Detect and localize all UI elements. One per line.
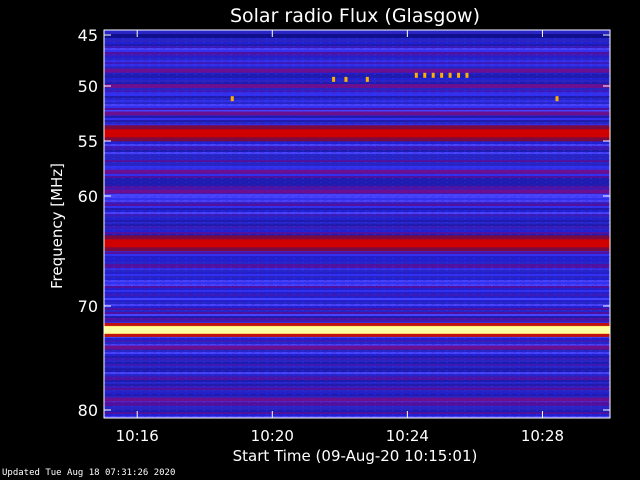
radio-spike <box>440 72 444 78</box>
updated-timestamp: Updated Tue Aug 18 07:31:26 2020 <box>2 468 176 478</box>
frequency-band <box>104 111 610 116</box>
frequency-band <box>104 239 610 248</box>
x-tick-label: 10:20 <box>251 427 294 445</box>
frequency-band <box>104 326 610 334</box>
frequency-band <box>104 397 610 402</box>
x-tick-label: 10:24 <box>386 427 429 445</box>
y-axis-label: Frequency [MHz] <box>48 163 66 289</box>
frequency-band <box>104 189 610 194</box>
frequency-band <box>104 68 610 73</box>
radio-spike <box>457 72 461 78</box>
noise-overlay <box>104 30 610 418</box>
y-axis: 45 50 55 60 70 80 <box>78 26 610 420</box>
y-tick-label: 55 <box>78 132 98 151</box>
x-axis-label: Start Time (09-Aug-20 10:15:01) <box>233 447 478 465</box>
x-axis: 10:16 10:20 10:24 10:28 <box>116 30 564 445</box>
x-tick-label: 10:28 <box>521 427 564 445</box>
heatmap-area <box>104 30 610 418</box>
chart-title: Solar radio Flux (Glasgow) <box>230 5 480 27</box>
radio-spike <box>230 96 234 102</box>
x-tick-label: 10:16 <box>116 427 159 445</box>
y-tick-label: 60 <box>78 187 98 206</box>
radio-spike <box>448 72 452 78</box>
frequency-band <box>104 129 610 138</box>
plot-frame <box>103 29 611 419</box>
y-tick-label: 80 <box>78 401 98 420</box>
y-tick-label: 50 <box>78 77 98 96</box>
radio-spike <box>332 76 336 82</box>
radio-spike <box>431 72 435 78</box>
frequency-band <box>104 84 610 88</box>
y-tick-label: 45 <box>78 26 98 45</box>
radio-spike <box>344 76 348 82</box>
radio-spike <box>414 72 418 78</box>
frequency-band <box>104 345 610 350</box>
y-tick-label: 70 <box>78 297 98 316</box>
radio-spike <box>465 72 469 78</box>
frequency-band <box>104 34 610 39</box>
radio-spike <box>365 76 369 82</box>
radio-spike <box>555 96 559 102</box>
radio-spike <box>423 72 427 78</box>
frequency-band <box>104 169 610 174</box>
